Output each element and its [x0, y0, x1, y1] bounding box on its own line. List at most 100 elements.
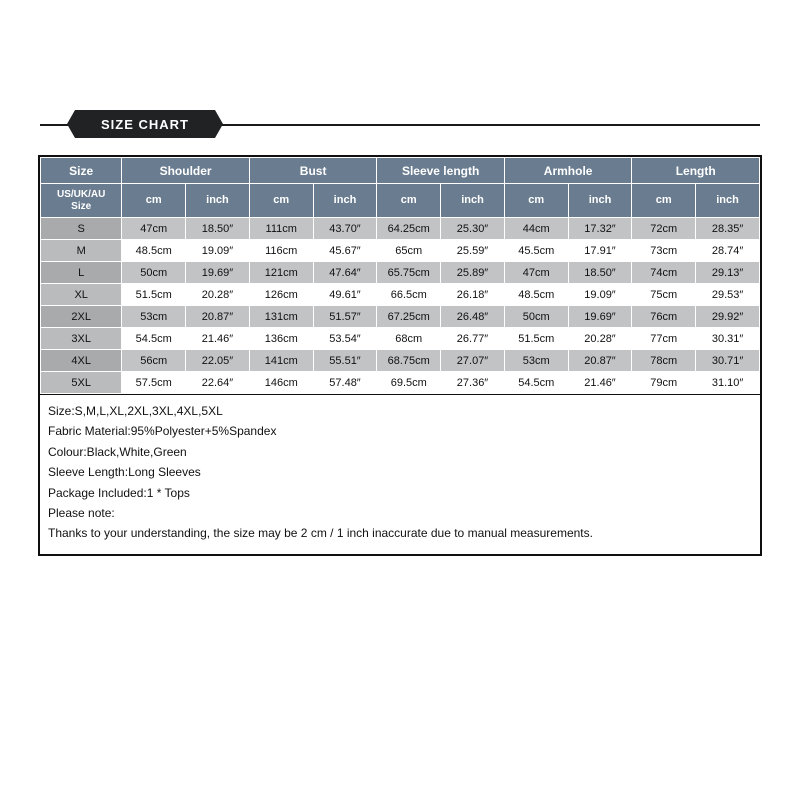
cell-sleeve_in: 25.30″: [441, 218, 505, 240]
table-row: L50cm19.69″121cm47.64″65.75cm25.89″47cm1…: [41, 262, 760, 284]
th-arm-inch: inch: [568, 184, 632, 218]
cell-sleeve_in: 25.89″: [441, 262, 505, 284]
cell-shoulder_cm: 53cm: [122, 306, 186, 328]
cell-shoulder_in: 19.69″: [186, 262, 250, 284]
th-armhole: Armhole: [504, 158, 632, 184]
cell-shoulder_cm: 54.5cm: [122, 328, 186, 350]
cell-len_in: 29.13″: [696, 262, 760, 284]
cell-len_in: 30.71″: [696, 350, 760, 372]
cell-shoulder_in: 20.28″: [186, 284, 250, 306]
table-row: S47cm18.50″111cm43.70″64.25cm25.30″44cm1…: [41, 218, 760, 240]
cell-bust_in: 45.67″: [313, 240, 377, 262]
th-size: Size: [41, 158, 122, 184]
cell-len_in: 28.35″: [696, 218, 760, 240]
th-sleeve-inch: inch: [441, 184, 505, 218]
th-size-region-b: Size: [41, 201, 121, 213]
cell-shoulder_in: 21.46″: [186, 328, 250, 350]
cell-len_in: 29.53″: [696, 284, 760, 306]
cell-arm_cm: 51.5cm: [504, 328, 568, 350]
cell-len_cm: 75cm: [632, 284, 696, 306]
cell-shoulder_cm: 48.5cm: [122, 240, 186, 262]
cell-len_cm: 72cm: [632, 218, 696, 240]
th-shoulder-inch: inch: [186, 184, 250, 218]
th-len-inch: inch: [696, 184, 760, 218]
cell-arm_in: 19.69″: [568, 306, 632, 328]
cell-bust_cm: 146cm: [249, 372, 313, 394]
cell-size: S: [41, 218, 122, 240]
cell-size: 2XL: [41, 306, 122, 328]
cell-shoulder_in: 22.05″: [186, 350, 250, 372]
th-shoulder: Shoulder: [122, 158, 250, 184]
cell-shoulder_in: 20.87″: [186, 306, 250, 328]
cell-arm_in: 21.46″: [568, 372, 632, 394]
cell-shoulder_cm: 51.5cm: [122, 284, 186, 306]
cell-sleeve_in: 26.77″: [441, 328, 505, 350]
cell-size: L: [41, 262, 122, 284]
cell-len_in: 31.10″: [696, 372, 760, 394]
table-row: 5XL57.5cm22.64″146cm57.48″69.5cm27.36″54…: [41, 372, 760, 394]
cell-sleeve_cm: 69.5cm: [377, 372, 441, 394]
cell-arm_in: 17.32″: [568, 218, 632, 240]
cell-arm_cm: 54.5cm: [504, 372, 568, 394]
notes-block: Size:S,M,L,XL,2XL,3XL,4XL,5XLFabric Mate…: [40, 394, 760, 554]
cell-sleeve_cm: 64.25cm: [377, 218, 441, 240]
table-row: 4XL56cm22.05″141cm55.51″68.75cm27.07″53c…: [41, 350, 760, 372]
cell-bust_in: 49.61″: [313, 284, 377, 306]
title-banner: SIZE CHART: [40, 108, 760, 142]
note-line: Please note:: [48, 503, 752, 523]
note-line: Thanks to your understanding, the size m…: [48, 523, 752, 543]
th-size-region: US/UK/AU Size: [41, 184, 122, 218]
th-sleeve: Sleeve length: [377, 158, 505, 184]
cell-size: XL: [41, 284, 122, 306]
cell-sleeve_in: 26.18″: [441, 284, 505, 306]
note-line: Package Included:1 * Tops: [48, 483, 752, 503]
cell-shoulder_cm: 57.5cm: [122, 372, 186, 394]
th-shoulder-cm: cm: [122, 184, 186, 218]
th-arm-cm: cm: [504, 184, 568, 218]
cell-len_cm: 76cm: [632, 306, 696, 328]
cell-bust_in: 57.48″: [313, 372, 377, 394]
cell-len_in: 30.31″: [696, 328, 760, 350]
cell-arm_cm: 44cm: [504, 218, 568, 240]
cell-shoulder_cm: 56cm: [122, 350, 186, 372]
cell-arm_cm: 53cm: [504, 350, 568, 372]
cell-len_cm: 77cm: [632, 328, 696, 350]
table-row: M48.5cm19.09″116cm45.67″65cm25.59″45.5cm…: [41, 240, 760, 262]
cell-shoulder_cm: 47cm: [122, 218, 186, 240]
cell-arm_cm: 47cm: [504, 262, 568, 284]
cell-shoulder_cm: 50cm: [122, 262, 186, 284]
cell-sleeve_cm: 65cm: [377, 240, 441, 262]
th-bust-cm: cm: [249, 184, 313, 218]
cell-bust_in: 47.64″: [313, 262, 377, 284]
note-line: Sleeve Length:Long Sleeves: [48, 462, 752, 482]
cell-len_in: 29.92″: [696, 306, 760, 328]
size-chart-frame: Size Shoulder Bust Sleeve length Armhole…: [38, 155, 762, 556]
cell-arm_in: 18.50″: [568, 262, 632, 284]
cell-sleeve_cm: 68cm: [377, 328, 441, 350]
cell-len_in: 28.74″: [696, 240, 760, 262]
cell-arm_in: 20.28″: [568, 328, 632, 350]
cell-bust_cm: 116cm: [249, 240, 313, 262]
cell-arm_in: 19.09″: [568, 284, 632, 306]
cell-arm_cm: 45.5cm: [504, 240, 568, 262]
cell-bust_in: 51.57″: [313, 306, 377, 328]
note-line: Fabric Material:95%Polyester+5%Spandex: [48, 421, 752, 441]
note-line: Size:S,M,L,XL,2XL,3XL,4XL,5XL: [48, 401, 752, 421]
cell-bust_in: 55.51″: [313, 350, 377, 372]
cell-sleeve_cm: 65.75cm: [377, 262, 441, 284]
cell-sleeve_in: 26.48″: [441, 306, 505, 328]
size-chart-table: Size Shoulder Bust Sleeve length Armhole…: [40, 157, 760, 394]
cell-arm_cm: 50cm: [504, 306, 568, 328]
cell-shoulder_in: 22.64″: [186, 372, 250, 394]
th-size-region-a: US/UK/AU: [41, 189, 121, 201]
table-body: S47cm18.50″111cm43.70″64.25cm25.30″44cm1…: [41, 218, 760, 394]
cell-len_cm: 73cm: [632, 240, 696, 262]
th-length: Length: [632, 158, 760, 184]
cell-bust_in: 43.70″: [313, 218, 377, 240]
cell-bust_cm: 131cm: [249, 306, 313, 328]
table-row: XL51.5cm20.28″126cm49.61″66.5cm26.18″48.…: [41, 284, 760, 306]
th-bust-inch: inch: [313, 184, 377, 218]
cell-len_cm: 74cm: [632, 262, 696, 284]
cell-bust_cm: 121cm: [249, 262, 313, 284]
note-line: Colour:Black,White,Green: [48, 442, 752, 462]
